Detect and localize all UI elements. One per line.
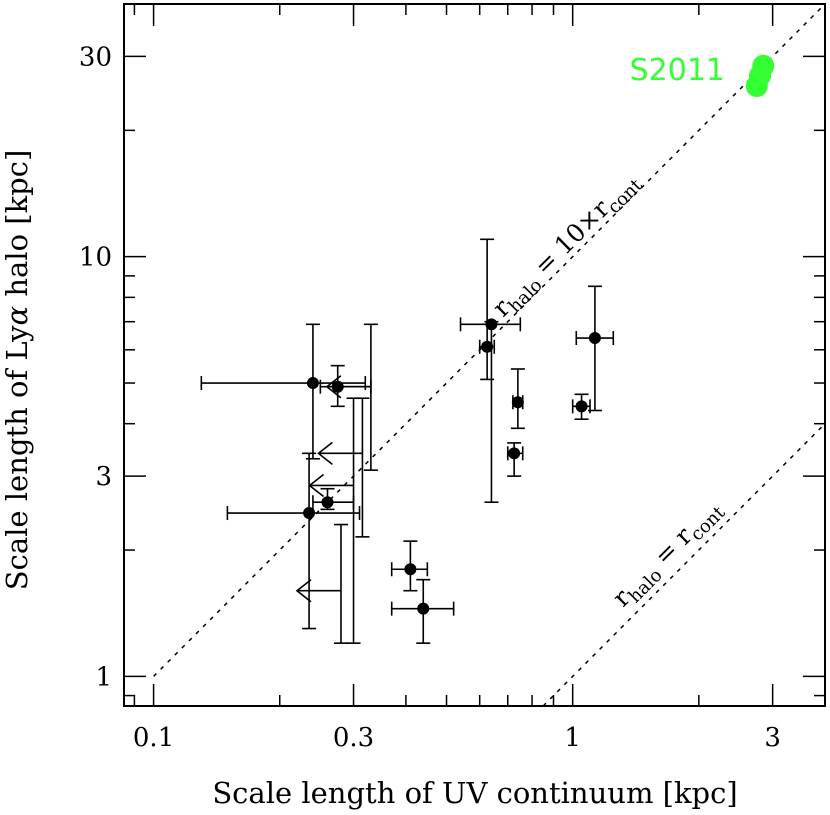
- data-point: [485, 318, 498, 331]
- y-tick-label: 10: [79, 243, 112, 273]
- x-tick-label: 3: [764, 723, 781, 753]
- y-tick-label: 1: [95, 662, 112, 692]
- tick-labels: 0.1 0.3 1 3 1 3 10 30: [79, 42, 781, 753]
- y-axis-label-greek: α: [0, 306, 34, 326]
- s2011-point: [749, 64, 772, 87]
- data-point: [508, 447, 521, 460]
- reference-line-label-1x: rhalo = rcont: [607, 493, 730, 616]
- data-point: [404, 563, 417, 576]
- x-tick-label: 1: [564, 723, 581, 753]
- data-point: [417, 602, 430, 615]
- upper-limit-arrow: [295, 579, 341, 603]
- x-axis-label: Scale length of UV continuum [kpc]: [212, 776, 737, 810]
- data-point: [321, 496, 334, 509]
- data-point: [575, 400, 588, 413]
- reference-line-10x: [153, 3, 826, 677]
- reference-lines: [153, 3, 826, 707]
- plot-border: [123, 3, 826, 707]
- axis-ticks: [124, 3, 826, 706]
- x-tick-label: 0.1: [133, 723, 174, 753]
- y-tick-label: 30: [79, 42, 112, 72]
- data-point: [306, 377, 319, 390]
- error-bars: [200, 238, 615, 644]
- upper-limit-arrow: [308, 473, 354, 498]
- data-point: [331, 380, 344, 393]
- data-point: [588, 332, 601, 345]
- s2011-label: S2011: [630, 53, 725, 88]
- x-tick-label: 0.3: [333, 723, 374, 753]
- label-10x-eq: = 10×r: [523, 194, 615, 286]
- s2011-group: [745, 54, 775, 98]
- upper-limit-arrow: [317, 441, 363, 465]
- y-tick-label: 3: [95, 462, 112, 492]
- y-axis-label-suffix: halo [kpc]: [0, 150, 34, 306]
- y-axis-label: Scale length of Lyα halo [kpc]: [0, 150, 34, 591]
- data-point: [303, 507, 316, 520]
- reference-line-1x: [542, 423, 826, 707]
- plot-frame: [123, 3, 826, 707]
- y-axis-label-prefix: Scale length of Ly: [0, 325, 34, 590]
- data-points: [303, 318, 601, 615]
- data-point: [481, 340, 494, 353]
- reference-line-label-10x: rhalo = 10×rcont: [487, 165, 647, 325]
- data-point: [511, 396, 524, 409]
